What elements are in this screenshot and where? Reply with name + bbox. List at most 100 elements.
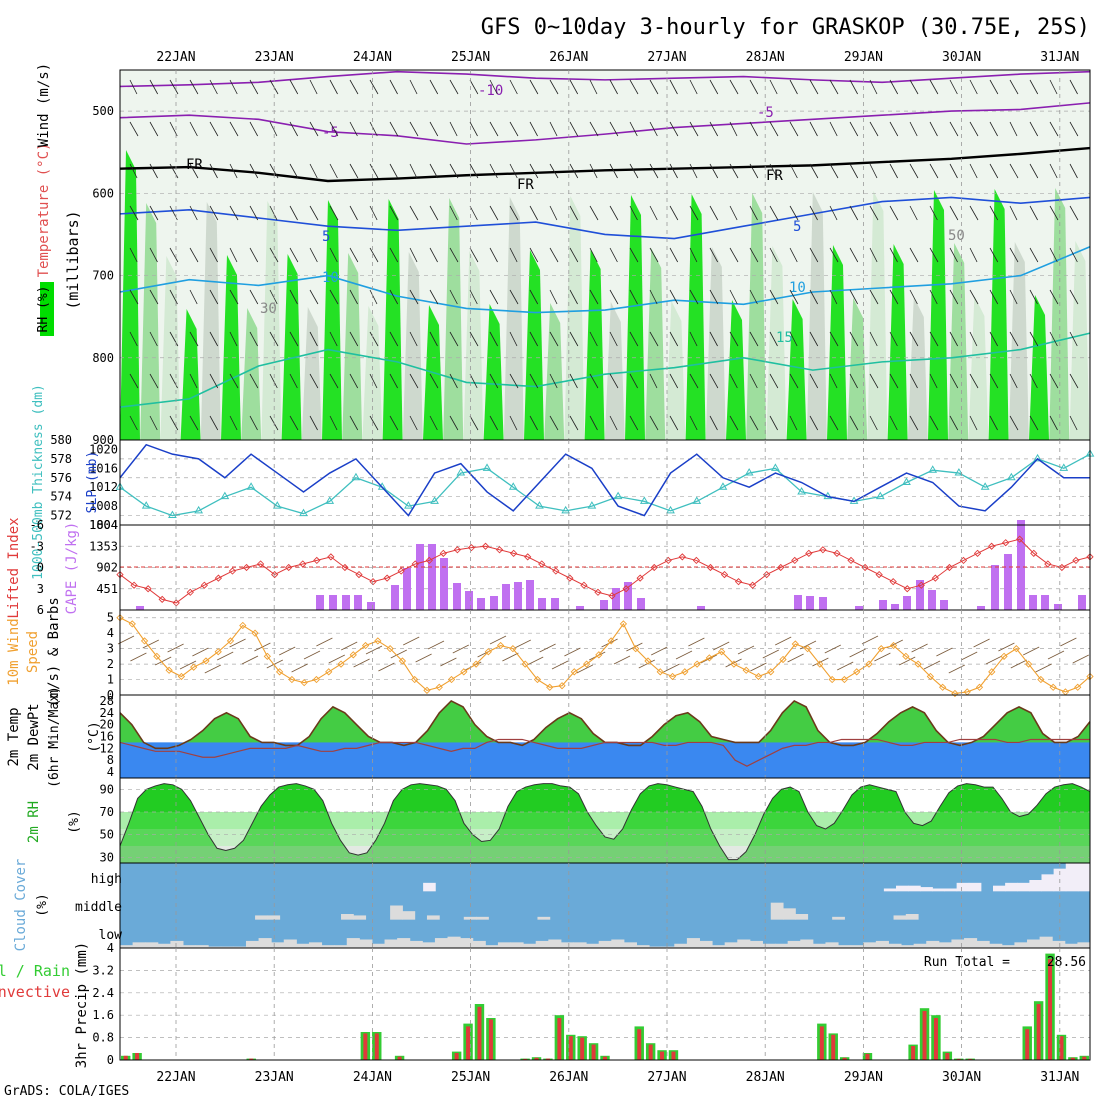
slp-tick-label: 1012 [89,480,118,494]
precip-convective-bar [660,1051,665,1060]
bottom-day-label: 22JAN [156,1070,195,1085]
upper-wind-barb [209,163,218,179]
wind10-marker [975,683,984,691]
cape-axis-label: CAPE (J/kg) [64,522,80,615]
cloud-low-bar [296,943,310,948]
lifted-marker [524,553,532,561]
upper-wind-barb [329,289,339,305]
wind10-barb [737,645,755,655]
upper-wind-barb [869,373,879,389]
wind10-barb [762,649,780,659]
cloud-high-bar [956,882,970,892]
cape-bar [637,598,645,610]
rh-shading-band [907,297,928,440]
upper-wind-barb [669,247,679,263]
upper-wind-barb [529,415,538,431]
bottom-day-label: 23JAN [255,1070,294,1085]
upper-wind-barb [689,373,699,389]
temp-axis-label-2: 2m DewPt [26,703,42,770]
wind10-barb [390,649,408,659]
wind10-marker [853,668,861,676]
wind10-barb [539,643,556,653]
upper-wind-barb [849,79,858,95]
upper-wind-barb [269,373,278,389]
wind10-barb [849,648,866,658]
upper-wind-barb [669,163,678,179]
cloud-low-bar [1077,942,1091,948]
precip-convective-bar [865,1053,870,1060]
wind10-barb [340,641,358,651]
isotherm-label: FR [186,157,203,173]
isotherm-1 [119,102,1091,145]
precip-convective-bar [568,1036,573,1060]
upper-wind-barb [349,289,358,305]
cloud-axis-label: Cloud Cover [13,859,29,952]
precip-convective-bar [603,1056,607,1060]
upper-wind-barb [669,415,679,431]
wind10-barb [378,662,395,672]
upper-wind-barb [309,121,319,137]
upper-wind-barb [489,289,499,305]
rh-shading-band [665,301,686,440]
lifted-marker [453,546,462,554]
upper-wind-barb [929,373,938,389]
upper-wind-barb [989,79,999,95]
upper-wind-barb [329,205,339,221]
upper-wind-barb [469,247,479,263]
upper-wind-barb [129,121,139,137]
upper-wind-barb [769,289,779,305]
upper-wind-barb [429,79,439,95]
lifted-marker [285,563,293,572]
precip-convective-bar [477,1006,482,1060]
upper-wind-barb [709,415,718,431]
wind10-barb [936,647,953,657]
upper-wind-barb [469,79,479,95]
thickness-marker [194,505,204,514]
upper-wind-barb [129,79,138,95]
lifted-marker [791,556,799,565]
wind10-barb [130,652,147,662]
upper-wind-barb [509,373,519,389]
wind10-barb [799,640,817,650]
cape-bar [316,595,324,610]
rh-shading-band [887,244,908,440]
temp-tick-label: 8 [107,753,114,767]
lifted-marker [200,581,208,589]
upper-wind-barb [229,415,238,431]
upper-wind-barb [649,121,658,137]
upper-wind-barb [569,415,579,431]
thickness-marker [718,482,728,490]
wind10-marker [1037,675,1045,684]
precip-convective-bar [968,1058,973,1060]
lifted-marker [580,581,588,589]
upper-wind-barb [409,415,418,431]
precip-convective-bar [933,1018,938,1060]
cloud-low-bar [1001,945,1015,948]
upper-wind-barb [449,289,458,305]
upper-wind-barb [809,289,819,305]
wind10-marker [226,637,235,645]
upper-wind-barb [189,289,198,305]
thickness-marker [325,496,335,504]
cape-bar [403,568,411,610]
wind10-marker [914,660,922,668]
cape-bar [991,565,999,610]
lifted-marker [411,560,419,568]
rh-shading-band [200,202,221,440]
cloud-low-bar [447,936,461,948]
wind10-barb [960,651,978,661]
cape-tick-label: 902 [96,561,118,575]
upper-wind-barb [629,415,639,431]
cape-bar [879,600,887,610]
upper-wind-barb [689,79,698,95]
wind10-marker [423,686,431,695]
rh-shading-band [140,203,161,440]
cape-bar [794,595,802,610]
upper-wind-barb [949,79,958,95]
upper-wind-barb [749,163,759,179]
wind10-barb [328,654,346,664]
temp-tick-label: 28 [100,694,114,708]
cloud-low-bar [120,945,134,948]
upper-wind-barb [549,415,559,431]
upper-wind-barb [509,163,518,179]
